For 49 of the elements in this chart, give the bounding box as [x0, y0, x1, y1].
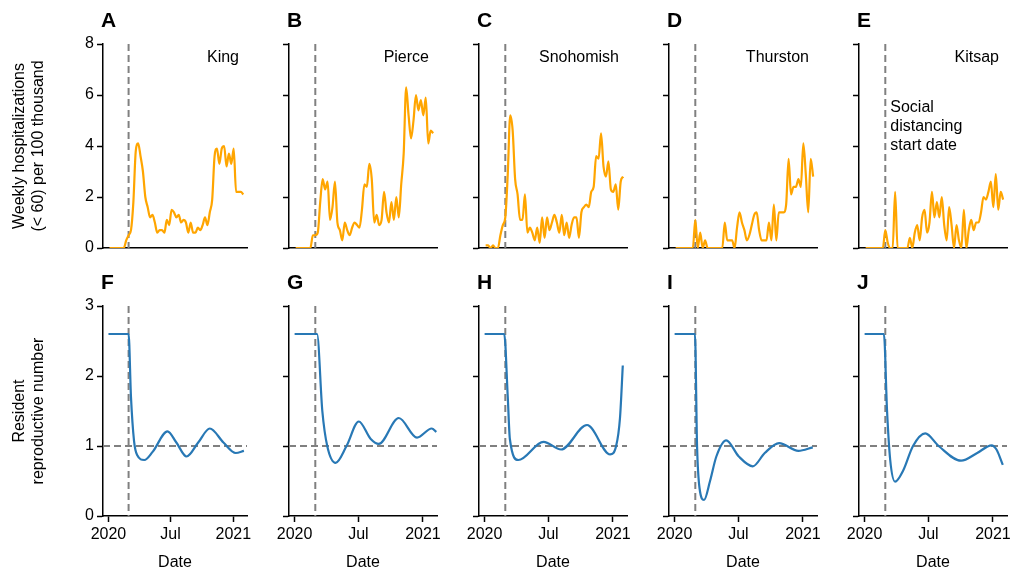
y-tick-label: 2	[85, 187, 95, 205]
x-axis-title: Date	[346, 552, 380, 570]
annotation: Snohomish	[538, 48, 619, 66]
x-tick-label: 2020	[276, 525, 313, 543]
annotation: Kitsap	[954, 48, 1000, 66]
chart-title: C	[477, 8, 493, 32]
y-tick-label: 2	[85, 366, 95, 384]
x-tick-label: 2021	[595, 525, 631, 543]
x-axis-title: Date	[536, 552, 570, 570]
y-tick-label: 1	[85, 436, 95, 454]
x-tick-label: 2020	[656, 525, 693, 543]
x-axis-title: Date	[726, 552, 760, 570]
chart-title: G	[287, 270, 304, 294]
y-axis-title: Weekly hospitalizations (< 60) per 100 thousand	[10, 60, 47, 232]
y-tick-label: 0	[85, 506, 95, 524]
chart-title: I	[667, 270, 673, 294]
y-tick-label: 3	[85, 296, 95, 314]
chart-title: B	[287, 8, 303, 32]
x-tick-label: 2021	[785, 525, 821, 543]
x-tick-label: 2020	[846, 525, 883, 543]
x-tick-label: 2021	[975, 525, 1011, 543]
x-tick-label: Jul	[728, 525, 749, 543]
y-tick-label: 8	[85, 34, 95, 52]
x-tick-label: 2020	[90, 525, 127, 543]
x-axis-title: Date	[158, 552, 192, 570]
chart-title: D	[667, 8, 683, 32]
annotation: King	[206, 48, 239, 66]
x-tick-label: Jul	[348, 525, 369, 543]
x-tick-label: 2020	[466, 525, 503, 543]
y-axis-title: Resident reproductive number	[10, 336, 47, 485]
x-tick-label: Jul	[538, 525, 559, 543]
x-tick-label: Jul	[918, 525, 939, 543]
y-tick-label: 4	[85, 136, 95, 154]
chart-title: J	[857, 270, 869, 294]
chart-title: H	[477, 270, 493, 294]
chart-title: E	[857, 8, 872, 32]
x-tick-label: 2021	[215, 525, 252, 543]
annotation: Pierce	[383, 48, 430, 66]
chart-title: A	[101, 8, 117, 32]
chart-title: F	[101, 270, 114, 294]
x-tick-label: Jul	[160, 525, 181, 543]
line-series	[107, 332, 246, 462]
x-axis-title: Date	[916, 552, 950, 570]
ref-line-label: Social distancing start date	[890, 98, 963, 154]
y-tick-label: 6	[85, 85, 95, 103]
annotation: Thurston	[745, 48, 809, 66]
y-tick-label: 0	[85, 238, 95, 256]
line-series	[108, 142, 245, 248]
x-tick-label: 2021	[405, 525, 441, 543]
